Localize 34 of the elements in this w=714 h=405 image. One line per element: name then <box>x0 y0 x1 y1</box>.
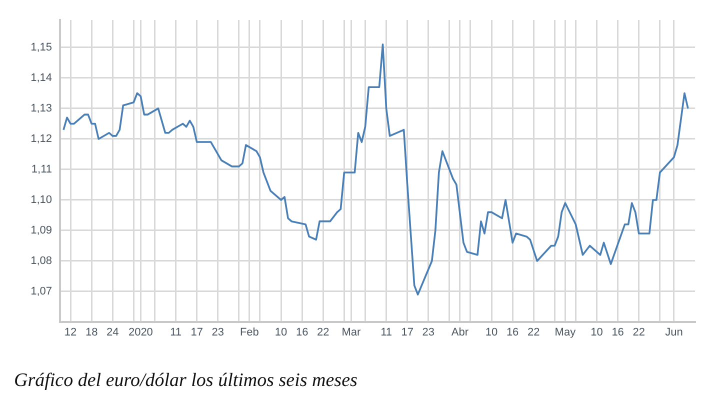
x-tick-label: Feb <box>240 326 259 339</box>
x-tick-label: 17 <box>401 326 414 339</box>
y-tick-label: 1,10 <box>30 194 52 206</box>
x-tick-label: 23 <box>212 326 224 339</box>
x-tick-label: 18 <box>85 326 98 339</box>
x-tick-label: 24 <box>106 326 119 339</box>
x-tick-label: 22 <box>316 326 330 339</box>
y-tick-label: 1,09 <box>30 224 52 237</box>
y-tick-label: 1,08 <box>30 255 52 268</box>
y-tick-label: 1,11 <box>31 164 52 176</box>
y-tick-label: 1,13 <box>30 102 52 114</box>
x-tick-label: 11 <box>380 326 392 339</box>
x-tick-label: 10 <box>590 326 603 339</box>
x-tick-label: 22 <box>527 326 540 339</box>
x-tick-label: Abr <box>451 326 469 339</box>
x-tick-label: 22 <box>632 326 645 339</box>
x-tick-label: 16 <box>506 326 519 339</box>
x-tick-label: 17 <box>190 326 203 339</box>
x-tick-label: 10 <box>274 326 288 339</box>
x-tick-label: 10 <box>485 326 498 339</box>
x-tick-label: 16 <box>612 326 624 339</box>
x-tick-label: Jun <box>665 326 683 339</box>
x-tick-label: May <box>554 326 576 339</box>
x-tick-label: 16 <box>296 326 308 339</box>
x-tick-label: Mar <box>342 326 361 339</box>
x-tick-label: 11 <box>170 326 182 339</box>
text: Gráfico del euro/dólar los últimos seis meses <box>14 370 358 392</box>
y-tick-label: 1,15 <box>30 41 52 54</box>
x-tick-label: 12 <box>64 326 77 339</box>
x-tick-label: 2020 <box>128 326 153 339</box>
y-tick-label: 1,07 <box>30 286 52 298</box>
x-tick-label: 23 <box>422 326 434 339</box>
y-tick-label: 1,14 <box>30 72 52 84</box>
y-tick-label: 1,12 <box>30 133 52 145</box>
